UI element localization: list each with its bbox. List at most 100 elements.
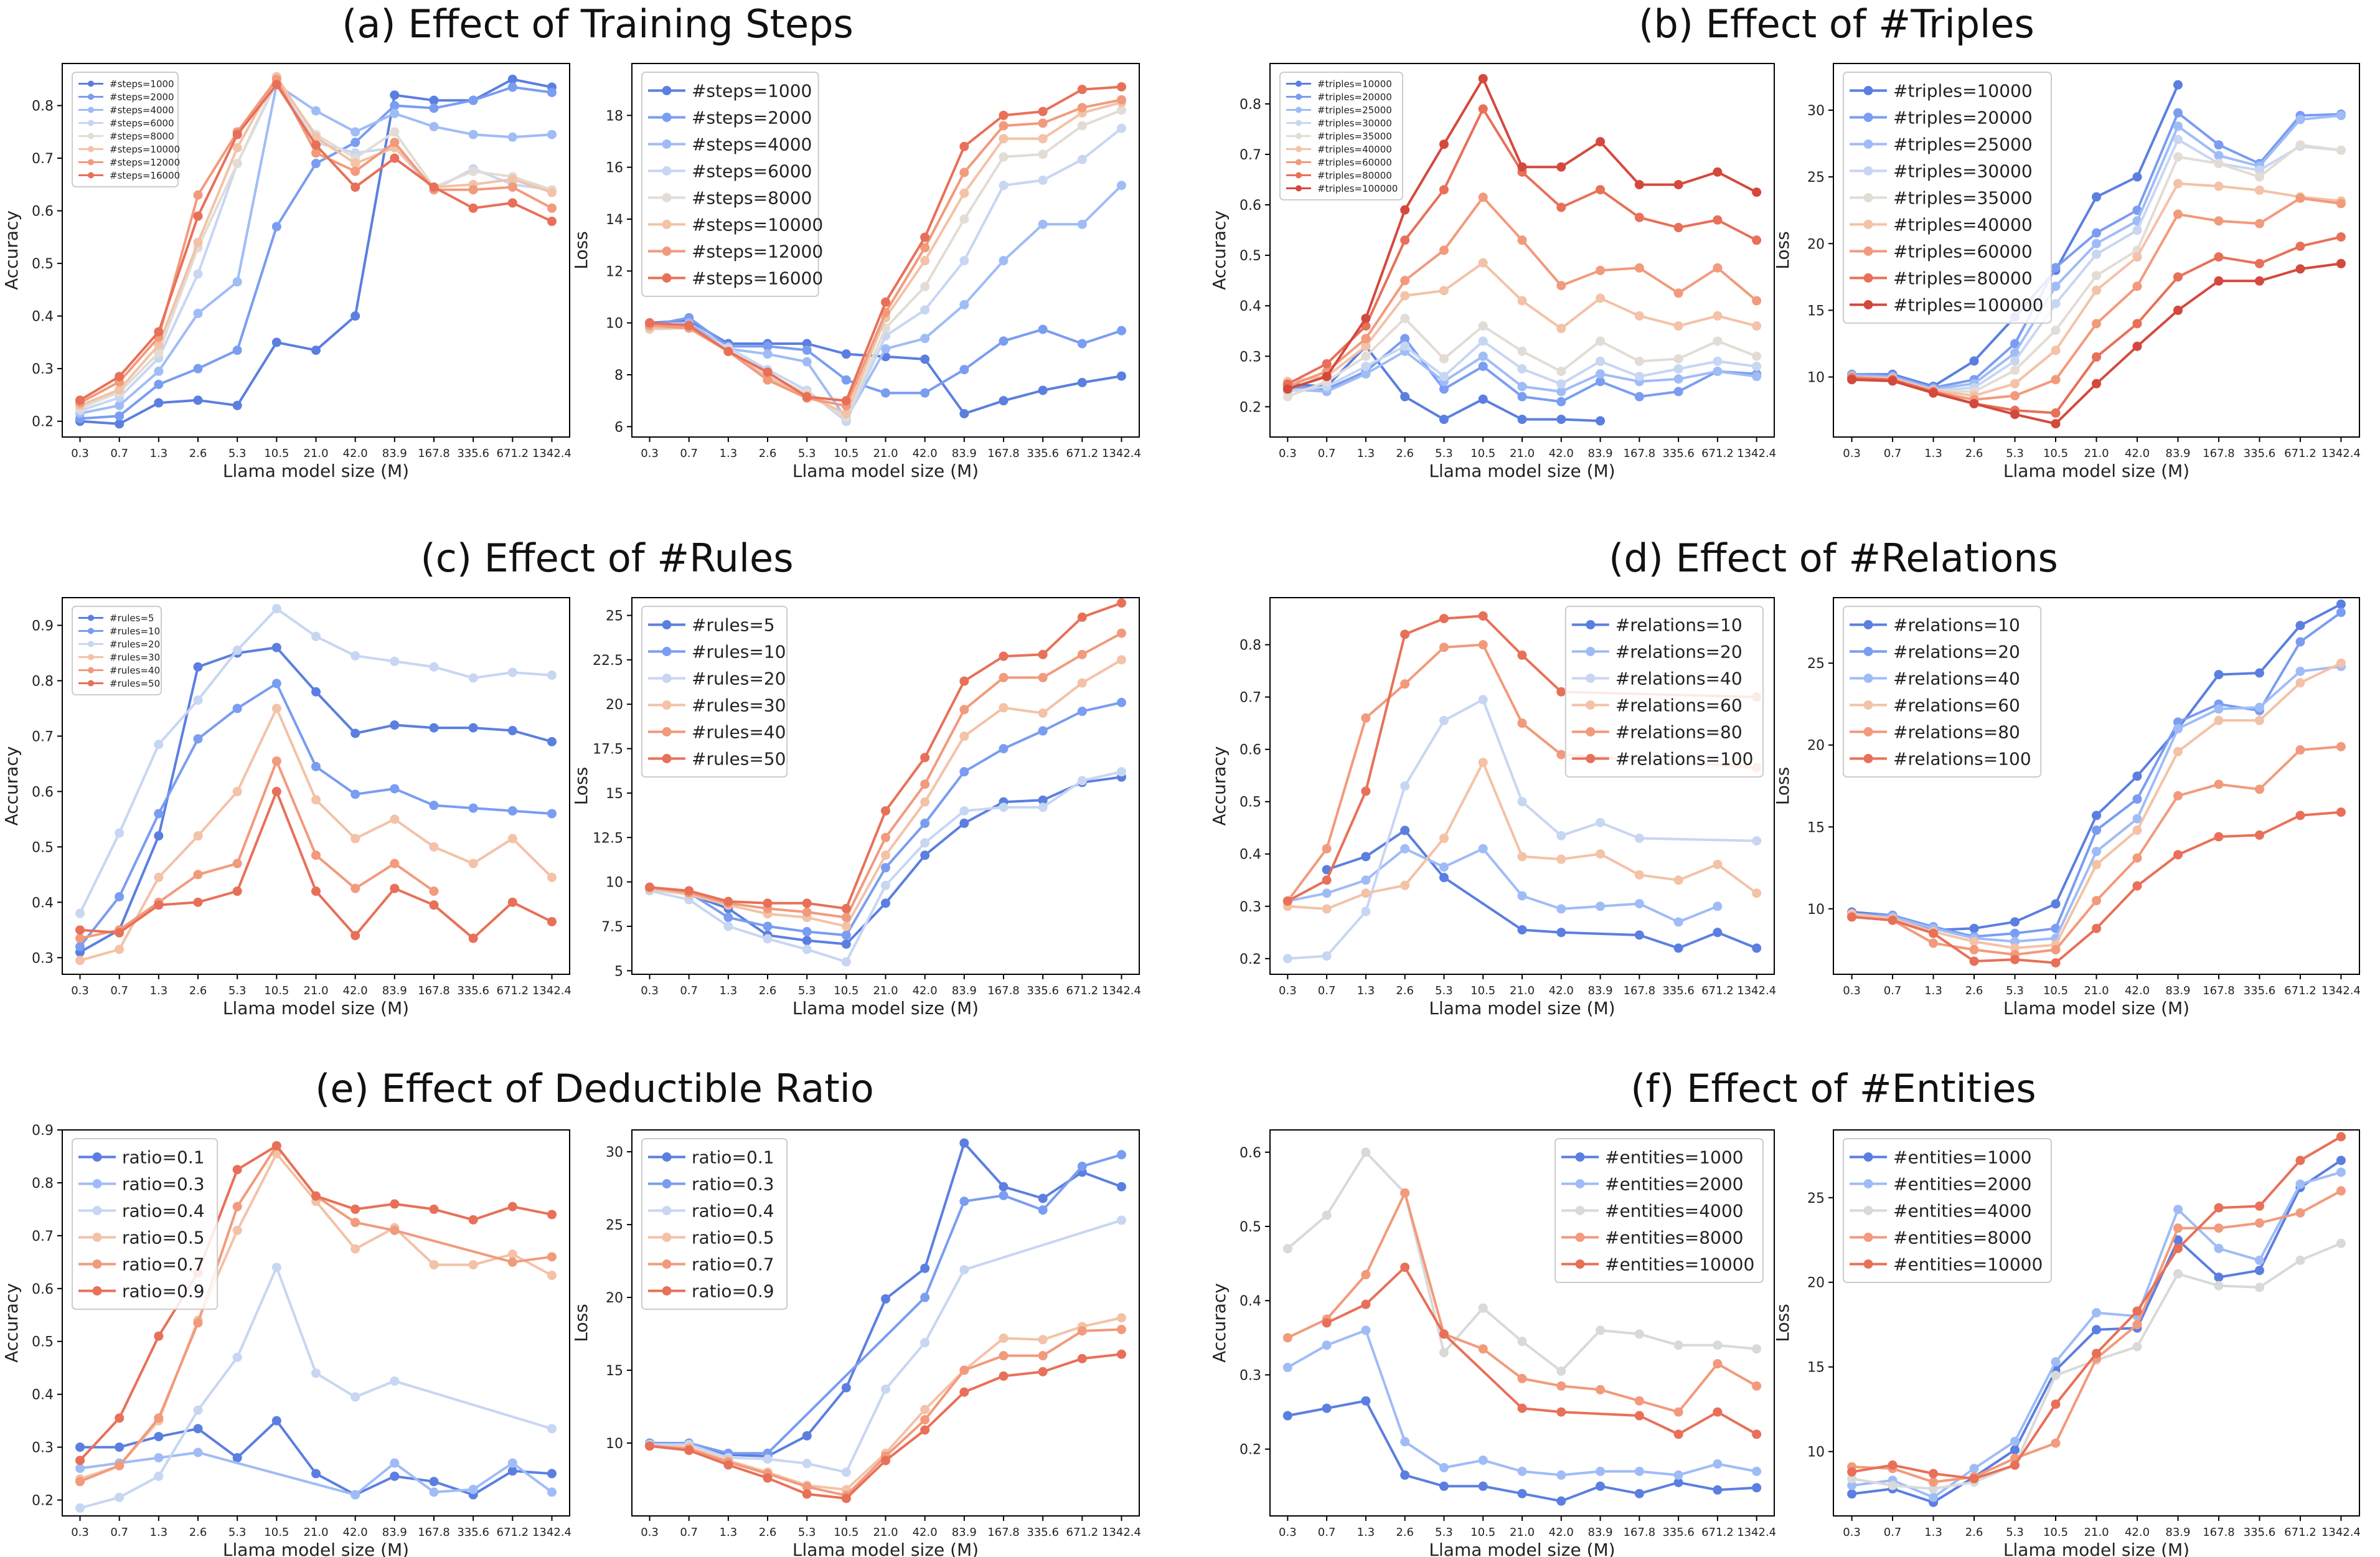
legend-marker bbox=[1863, 620, 1873, 629]
data-point bbox=[959, 731, 969, 741]
y-axis-label: Loss bbox=[1772, 1304, 1793, 1342]
data-point bbox=[1752, 943, 1762, 953]
data-point bbox=[999, 1190, 1009, 1200]
data-point bbox=[763, 921, 773, 931]
data-point bbox=[547, 87, 557, 97]
x-tick-label: 21.0 bbox=[1510, 984, 1535, 997]
data-point bbox=[1929, 938, 1939, 948]
data-point bbox=[2092, 923, 2101, 933]
data-point bbox=[2092, 271, 2101, 281]
data-point bbox=[2295, 242, 2305, 252]
data-point bbox=[271, 756, 281, 766]
data-point bbox=[468, 1485, 478, 1495]
data-point bbox=[1673, 354, 1683, 364]
series-line bbox=[80, 1451, 553, 1496]
data-point bbox=[1116, 697, 1126, 707]
x-tick-label: 2.6 bbox=[1965, 1526, 1983, 1539]
data-point bbox=[2214, 140, 2224, 150]
data-point bbox=[920, 388, 930, 398]
data-point bbox=[1282, 1333, 1292, 1343]
x-axis-label: Llama model size (M) bbox=[223, 461, 409, 481]
legend-box bbox=[1279, 72, 1403, 200]
x-tick-label: 83.9 bbox=[952, 984, 977, 997]
data-point bbox=[1400, 880, 1410, 890]
data-point bbox=[684, 1446, 694, 1456]
data-point bbox=[468, 95, 478, 105]
y-tick-label: 10 bbox=[1807, 370, 1825, 386]
y-tick-label: 10 bbox=[606, 316, 623, 332]
data-point bbox=[1478, 336, 1488, 346]
data-point bbox=[2132, 341, 2142, 351]
x-tick-label: 83.9 bbox=[2165, 447, 2190, 460]
legend-marker bbox=[1575, 1152, 1585, 1162]
x-tick-label: 2.6 bbox=[1396, 447, 1414, 460]
legend-marker bbox=[662, 1152, 672, 1162]
data-point bbox=[959, 806, 969, 816]
data-point bbox=[1556, 387, 1566, 397]
subplot-7: 0.3 0.7 1.3 2.6 5.3 10.5 21.0 42.0 83.9 167.8 335.… bbox=[1209, 597, 1776, 1018]
x-tick-label: 1.3 bbox=[1357, 1526, 1375, 1539]
data-point bbox=[1596, 817, 1606, 827]
data-point bbox=[507, 1466, 517, 1476]
x-tick-label: 0.7 bbox=[1318, 1526, 1336, 1539]
legend-label: #triples=10000 bbox=[1317, 78, 1392, 90]
data-point bbox=[390, 153, 400, 163]
x-tick-label: 167.8 bbox=[1624, 447, 1656, 460]
x-tick-label: 5.3 bbox=[1435, 984, 1453, 997]
data-point bbox=[1282, 954, 1292, 964]
x-tick-label: 0.3 bbox=[71, 984, 89, 997]
data-point bbox=[1361, 351, 1371, 361]
x-tick-label: 42.0 bbox=[343, 984, 368, 997]
x-tick-label: 0.7 bbox=[110, 984, 128, 997]
data-point bbox=[684, 886, 694, 896]
data-point bbox=[1400, 392, 1410, 402]
y-tick-label: 25 bbox=[1807, 656, 1825, 672]
data-point bbox=[2010, 391, 2020, 401]
data-point bbox=[959, 300, 969, 309]
data-point bbox=[1038, 672, 1048, 682]
data-point bbox=[2295, 1255, 2305, 1265]
legend-marker bbox=[1575, 1259, 1585, 1269]
data-point bbox=[547, 187, 557, 197]
legend-label: ratio=0.7 bbox=[122, 1254, 205, 1274]
x-tick-label: 10.5 bbox=[834, 447, 858, 460]
data-point bbox=[1322, 1318, 1332, 1328]
data-point bbox=[468, 1260, 478, 1270]
data-point bbox=[920, 1404, 930, 1414]
data-point bbox=[2132, 826, 2142, 835]
legend-label: #rules=5 bbox=[692, 614, 775, 635]
data-point bbox=[763, 1473, 773, 1483]
data-point bbox=[1439, 139, 1449, 149]
data-point bbox=[232, 277, 242, 287]
data-point bbox=[1752, 351, 1762, 361]
data-point bbox=[429, 1477, 439, 1487]
data-point bbox=[723, 896, 733, 906]
data-point bbox=[154, 398, 164, 408]
series-#relations=100 bbox=[1847, 807, 2346, 968]
x-tick-label: 0.7 bbox=[680, 447, 698, 460]
data-point bbox=[1077, 121, 1087, 131]
series-#entities=1000 bbox=[1282, 1396, 1762, 1506]
data-point bbox=[75, 1503, 85, 1513]
data-point bbox=[2132, 814, 2142, 824]
legend: #triples=10000 #triples=20000 #triples=250… bbox=[1279, 72, 1403, 200]
x-tick-label: 21.0 bbox=[303, 984, 328, 997]
data-point bbox=[1847, 1467, 1857, 1477]
subplot-10: 0.3 0.7 1.3 2.6 5.3 10.5 21.0 42.0 83.9 167.8 335.… bbox=[571, 1129, 1141, 1557]
x-tick-label: 10.5 bbox=[264, 1526, 289, 1539]
legend-label: #relations=60 bbox=[1616, 695, 1743, 715]
legend: #rules=5 #rules=10 #rules=20 #rules=30 #rule… bbox=[641, 606, 788, 778]
data-point bbox=[75, 1442, 85, 1452]
legend-label: #triples=35000 bbox=[1317, 131, 1392, 142]
y-tick-label: 0.5 bbox=[1239, 248, 1261, 264]
legend-label: #steps=2000 bbox=[692, 107, 812, 128]
data-point bbox=[193, 870, 203, 880]
data-point bbox=[2214, 151, 2224, 161]
data-point bbox=[390, 1376, 400, 1386]
data-point bbox=[1322, 1403, 1332, 1413]
data-point bbox=[1282, 1244, 1292, 1254]
data-point bbox=[1361, 361, 1371, 371]
data-point bbox=[1556, 1496, 1566, 1506]
data-point bbox=[193, 1318, 203, 1328]
data-point bbox=[271, 679, 281, 689]
